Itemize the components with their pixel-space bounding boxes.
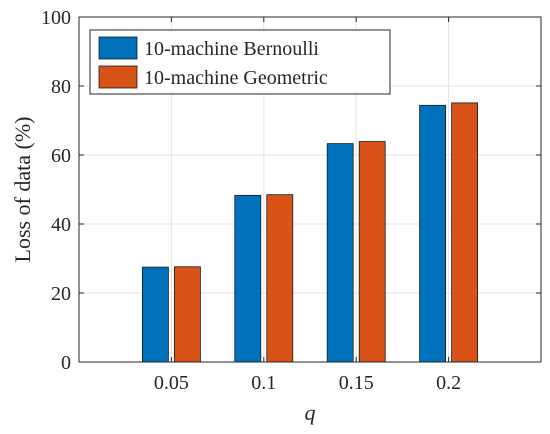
y-tick-label: 100: [41, 7, 71, 29]
x-tick-label: 0.2: [436, 372, 461, 394]
legend-label-bernoulli: 10-machine Bernoulli: [144, 38, 319, 60]
y-tick-label: 60: [51, 145, 71, 167]
axis-ticks: 0 20 40 60 80 100 0.05 0.1 0.15 0.2: [41, 7, 541, 394]
legend-swatch-bernoulli: [98, 36, 138, 60]
y-axis-label: Loss of data (%): [10, 116, 35, 262]
bar-geometric: [266, 194, 294, 363]
y-tick-label: 20: [51, 283, 71, 305]
y-tick-label: 40: [51, 214, 71, 236]
x-tick-label: 0.05: [154, 372, 189, 394]
legend: 10-machine Bernoulli 10-machine Geometri…: [89, 29, 391, 95]
legend-swatch-geometric: [98, 65, 138, 89]
x-axis-label: q: [305, 400, 316, 425]
plot-frame: [78, 16, 542, 363]
legend-label-geometric: 10-machine Geometric: [144, 67, 328, 89]
y-tick-label: 0: [61, 352, 71, 374]
bar-geometric: [451, 102, 479, 363]
bar-geometric: [173, 266, 201, 363]
y-tick-label: 80: [51, 76, 71, 98]
bars: [141, 102, 479, 363]
x-tick-label: 0.1: [251, 372, 276, 394]
x-tick-label: 0.15: [339, 372, 374, 394]
legend-box: [89, 29, 391, 95]
bar-geometric: [358, 141, 386, 363]
bar-bernoulli: [419, 104, 447, 363]
bar-bernoulli: [234, 194, 262, 363]
bar-bernoulli: [326, 143, 354, 363]
bar-bernoulli: [141, 266, 169, 363]
